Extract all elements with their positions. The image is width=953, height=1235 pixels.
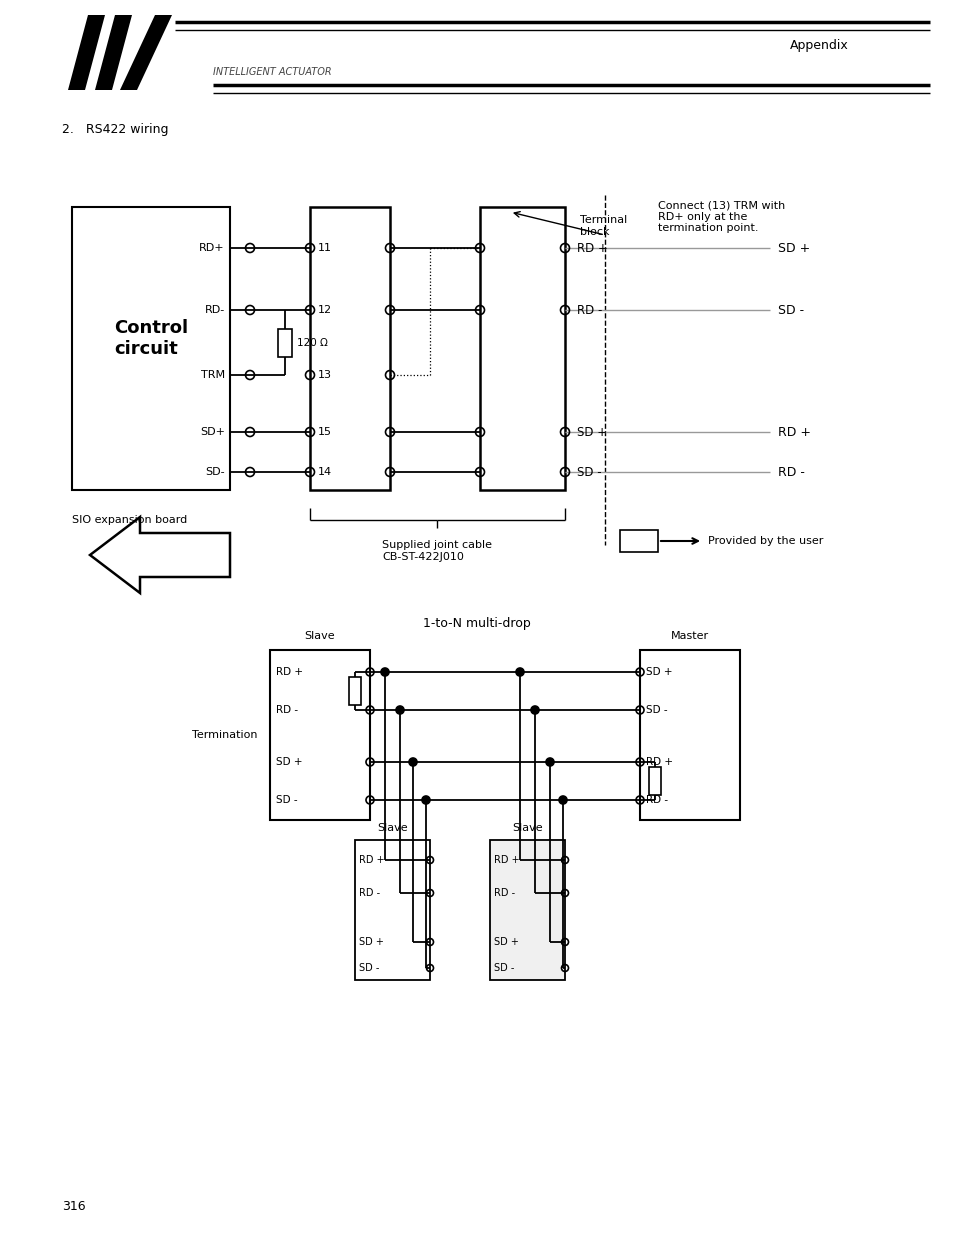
Text: RD +: RD + [275,667,303,677]
Bar [619,530,658,552]
Text: SD-: SD- [205,467,225,477]
Text: INTELLIGENT ACTUATOR: INTELLIGENT ACTUATOR [213,67,332,77]
Text: SD +: SD + [577,426,606,438]
Text: Appendix: Appendix [789,38,848,52]
Text: RD +: RD + [494,855,519,864]
Text: SD -: SD - [358,963,379,973]
Text: RD +: RD + [778,426,810,438]
Polygon shape [95,15,132,90]
Text: SD+: SD+ [200,427,225,437]
Text: 15: 15 [317,427,332,437]
Circle shape [558,797,566,804]
Text: TRM: TRM [201,370,225,380]
Text: SD -: SD - [645,705,667,715]
Polygon shape [68,15,105,90]
Text: 11: 11 [317,243,332,253]
Text: 1-to-N multi-drop: 1-to-N multi-drop [423,618,530,631]
Text: Supplied joint cable
CB-ST-422J010: Supplied joint cable CB-ST-422J010 [382,540,492,562]
Text: 120 Ω: 120 Ω [296,337,328,347]
Text: RD +: RD + [358,855,384,864]
Bar [639,650,740,820]
Text: 12: 12 [317,305,332,315]
Text: SD +: SD + [358,937,383,947]
Bar [479,207,564,490]
Bar [490,840,564,981]
Text: 13: 13 [317,370,332,380]
Text: Slave: Slave [512,823,542,832]
Circle shape [516,668,523,676]
Text: SD -: SD - [494,963,514,973]
Text: Provided by the user: Provided by the user [707,536,822,546]
Text: SD +: SD + [645,667,672,677]
Circle shape [380,668,389,676]
Text: SD -: SD - [577,466,601,478]
Text: SIO expansion board: SIO expansion board [71,515,187,525]
Text: 2.   RS422 wiring: 2. RS422 wiring [62,124,169,137]
Text: SD +: SD + [275,757,302,767]
Text: Terminal
block: Terminal block [579,215,626,237]
Text: 14: 14 [317,467,332,477]
Bar [310,207,390,490]
Text: SD +: SD + [778,242,809,254]
Bar [648,767,660,795]
Bar [355,840,430,981]
Text: SD +: SD + [494,937,518,947]
Text: Master: Master [670,631,708,641]
Text: RD +: RD + [577,242,607,254]
Text: RD -: RD - [778,466,804,478]
Text: SD -: SD - [275,795,297,805]
Text: RD -: RD - [577,304,601,316]
Text: SD -: SD - [778,304,803,316]
Text: Slave: Slave [376,823,407,832]
Circle shape [531,706,538,714]
Bar [270,650,370,820]
Text: Control
circuit: Control circuit [113,319,188,358]
Bar [349,677,360,705]
Text: 316: 316 [62,1200,86,1214]
Text: RD -: RD - [645,795,667,805]
Text: RD+: RD+ [199,243,225,253]
Text: RD -: RD - [494,888,515,898]
Text: Slave: Slave [304,631,335,641]
Text: Connect (13) TRM with
RD+ only at the
termination point.: Connect (13) TRM with RD+ only at the te… [658,200,784,233]
Text: RD -: RD - [275,705,297,715]
Circle shape [421,797,430,804]
Text: RD +: RD + [645,757,672,767]
Polygon shape [120,15,172,90]
Text: Termination: Termination [193,730,257,740]
Circle shape [409,758,416,766]
Text: RD-: RD- [205,305,225,315]
Text: RD -: RD - [358,888,379,898]
Bar [71,207,230,490]
Circle shape [545,758,554,766]
Circle shape [395,706,403,714]
Bar [277,329,292,357]
